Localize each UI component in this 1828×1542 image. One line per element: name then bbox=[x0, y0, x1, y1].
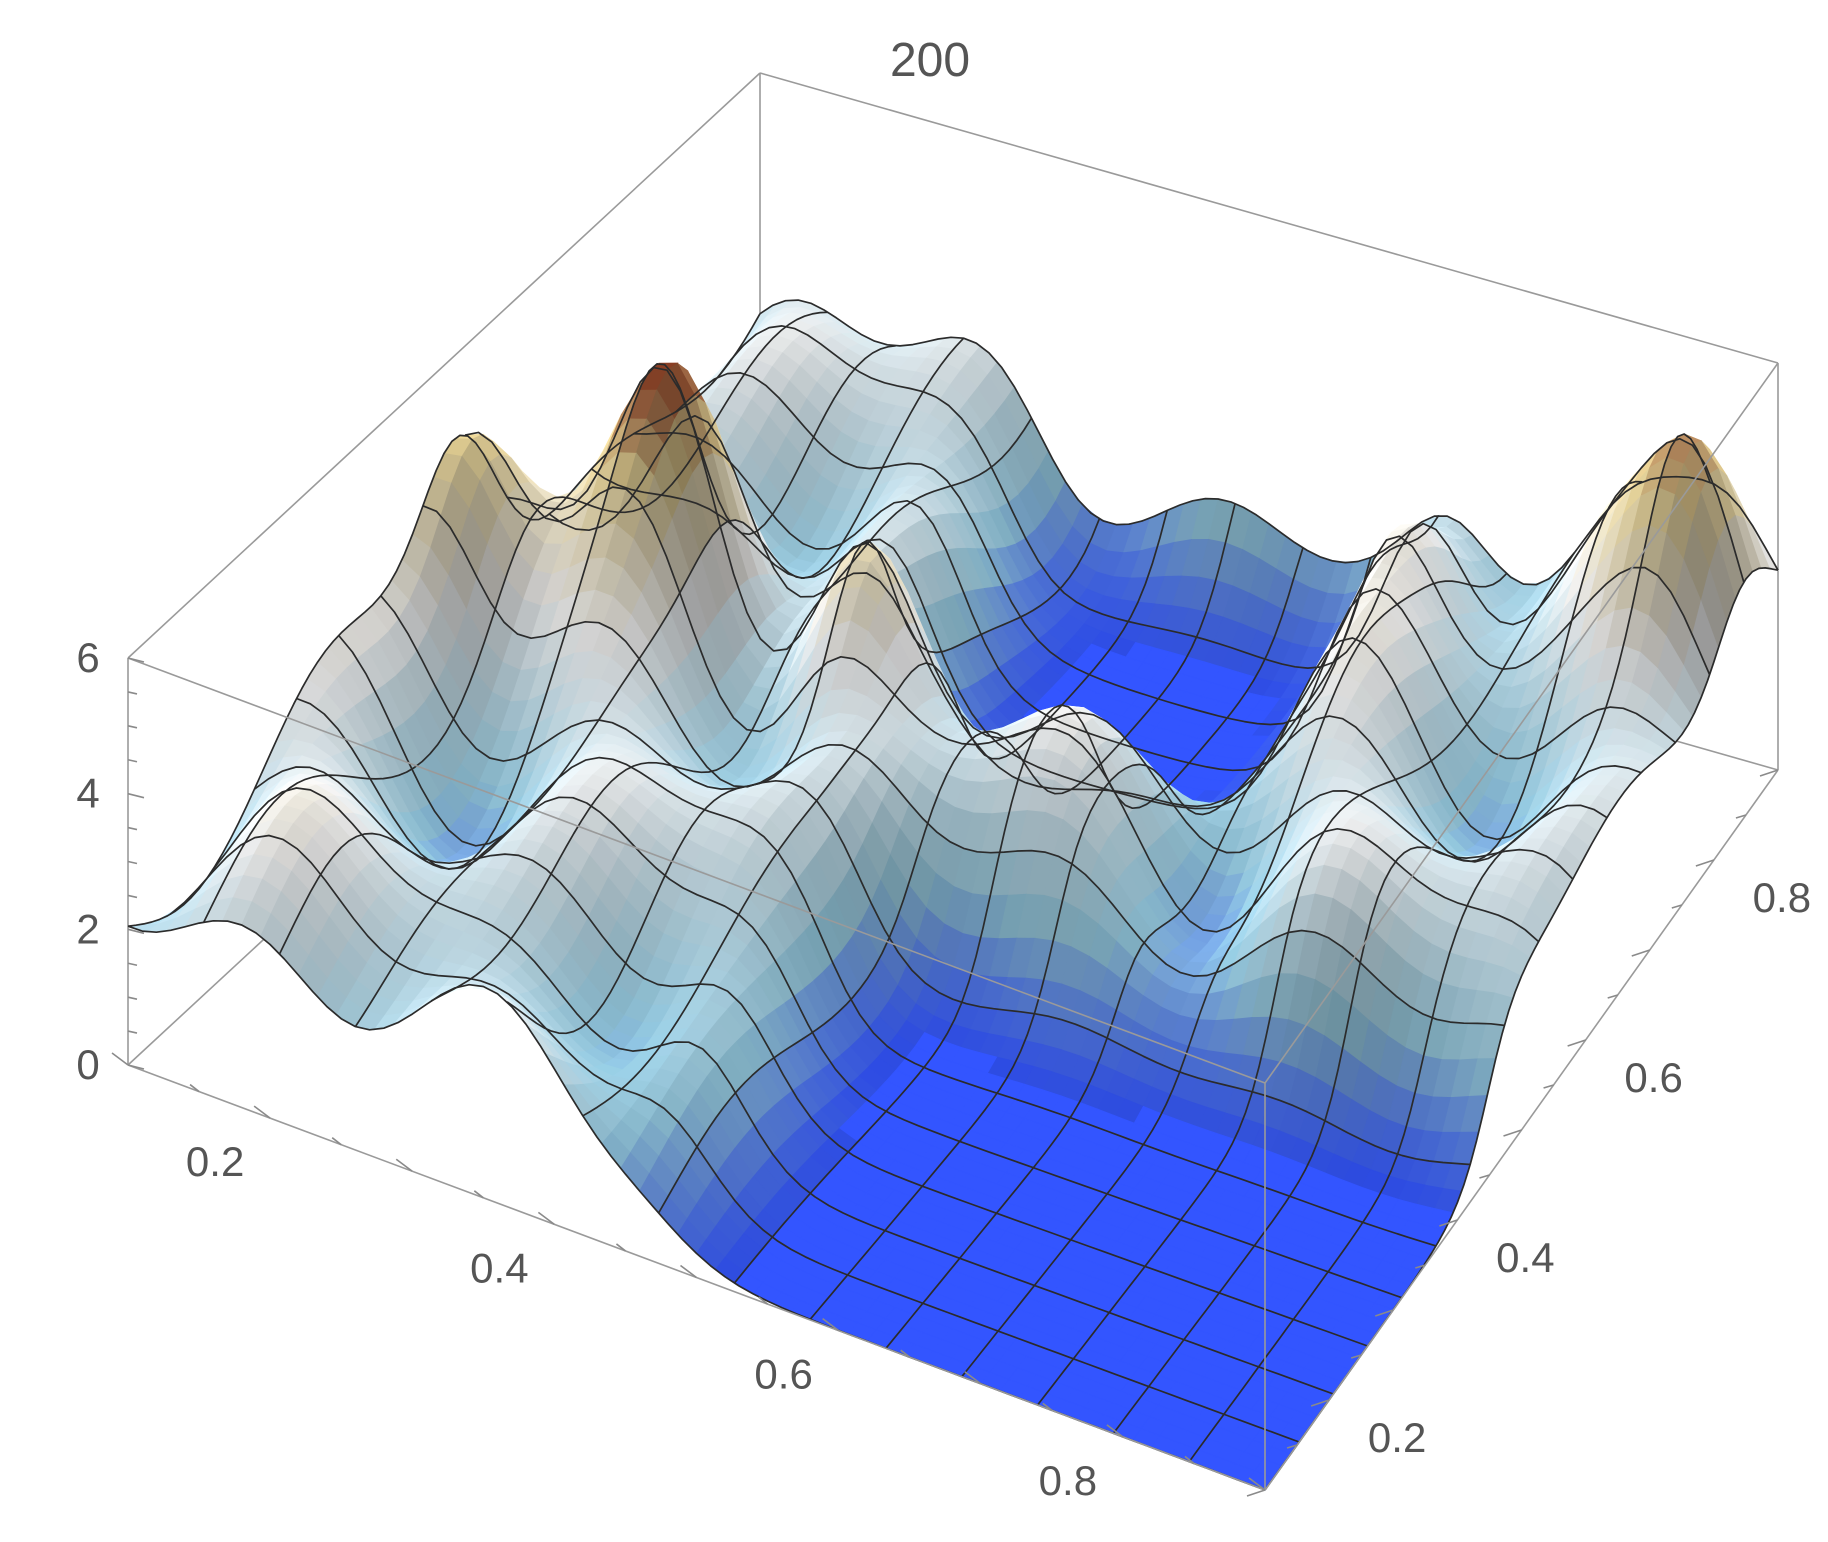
mesh-line-x bbox=[1112, 480, 1643, 1434]
z-tick bbox=[127, 792, 145, 799]
y-tick bbox=[1735, 814, 1747, 819]
y-tick bbox=[1415, 1264, 1426, 1269]
mesh-line-y bbox=[675, 372, 1711, 726]
x-tick bbox=[473, 1190, 484, 1199]
x-tick-label: 0.4 bbox=[470, 1244, 528, 1291]
y-tick bbox=[1439, 1219, 1458, 1227]
mesh-line-x bbox=[657, 503, 1236, 1214]
z-tick bbox=[127, 657, 145, 663]
z-tick bbox=[127, 826, 138, 831]
x-tick bbox=[1042, 1402, 1053, 1411]
mesh-line-x bbox=[582, 510, 1169, 1117]
chart-title: 200 bbox=[890, 34, 970, 87]
y-tick-label: 0.4 bbox=[1496, 1234, 1554, 1281]
mesh-line-x bbox=[430, 417, 1033, 1002]
x-tick bbox=[900, 1349, 911, 1358]
x-tick bbox=[964, 1371, 982, 1385]
z-tick-label: 6 bbox=[76, 634, 99, 681]
mesh-line-y bbox=[633, 431, 1676, 772]
z-tick bbox=[127, 758, 138, 763]
x-tick bbox=[822, 1317, 840, 1332]
box-top-front-edge-x bbox=[127, 657, 1266, 1084]
mesh-line-x bbox=[203, 311, 828, 923]
mesh-line-y bbox=[338, 634, 1437, 1247]
mesh-line-x bbox=[885, 514, 1440, 1349]
mesh-line-x bbox=[278, 344, 896, 955]
x-tick bbox=[1248, 1477, 1266, 1491]
mesh-line-x bbox=[354, 337, 965, 1028]
y-tick-label: 0.6 bbox=[1624, 1054, 1682, 1101]
mesh-line-y bbox=[464, 431, 1540, 943]
surface-mesh bbox=[127, 299, 1779, 1491]
surface bbox=[127, 299, 1779, 1491]
mesh-line-x bbox=[733, 547, 1304, 1284]
mesh-line-x bbox=[1188, 433, 1711, 1463]
mesh-line-y bbox=[717, 325, 1745, 669]
box-top-back-edge-x bbox=[759, 72, 1779, 364]
box-top-front-edge-y bbox=[1264, 362, 1779, 1084]
z-tick bbox=[127, 1064, 145, 1070]
y-tick bbox=[1246, 1489, 1266, 1497]
y-tick-label: 0.8 bbox=[1753, 874, 1811, 921]
z-tick bbox=[127, 894, 138, 899]
z-tick bbox=[127, 725, 138, 729]
y-tick bbox=[1631, 949, 1651, 957]
z-tick bbox=[127, 928, 145, 935]
y-tick bbox=[1286, 1444, 1298, 1449]
box-top-back-edge-y bbox=[127, 72, 761, 659]
mesh-line-y bbox=[759, 299, 1779, 586]
z-tick bbox=[127, 996, 138, 1000]
y-tick bbox=[1695, 859, 1715, 867]
x-tick-label: 0.6 bbox=[754, 1351, 812, 1398]
x-tick bbox=[537, 1211, 555, 1226]
z-tick-label: 4 bbox=[76, 770, 99, 817]
mesh-line-x bbox=[506, 518, 1101, 1035]
mesh-line-x bbox=[127, 313, 761, 928]
x-tick bbox=[758, 1296, 769, 1305]
axis-ticks bbox=[111, 657, 1779, 1497]
mesh-line-y bbox=[591, 468, 1642, 841]
z-tick bbox=[127, 962, 138, 967]
mesh-line-y bbox=[422, 505, 1505, 1027]
x-tick bbox=[1184, 1455, 1195, 1465]
mesh-line-y bbox=[253, 766, 1368, 1347]
z-tick-label: 0 bbox=[76, 1041, 99, 1088]
mesh-line-y bbox=[380, 595, 1471, 1166]
x-tick bbox=[615, 1243, 626, 1252]
mesh-line-y bbox=[296, 697, 1403, 1299]
x-tick bbox=[189, 1083, 200, 1093]
x-tick bbox=[111, 1052, 129, 1066]
y-tick bbox=[1543, 1084, 1554, 1089]
x-tick bbox=[395, 1158, 413, 1172]
y-tick bbox=[1503, 1129, 1522, 1137]
z-tick-label: 2 bbox=[76, 905, 99, 952]
y-tick bbox=[1759, 769, 1779, 777]
y-tick bbox=[1607, 994, 1618, 999]
z-tick bbox=[127, 860, 138, 865]
mesh-line-x bbox=[961, 573, 1508, 1378]
x-tick bbox=[680, 1264, 697, 1279]
x-tick bbox=[1106, 1424, 1124, 1438]
y-tick bbox=[1374, 1309, 1394, 1317]
z-tick bbox=[127, 1030, 138, 1034]
y-tick bbox=[1479, 1174, 1490, 1179]
z-tick bbox=[127, 691, 138, 695]
mesh-line-y bbox=[169, 834, 1300, 1443]
y-tick bbox=[1310, 1399, 1330, 1407]
mesh-line-y bbox=[548, 414, 1608, 863]
y-tick bbox=[1671, 904, 1683, 909]
mesh-line-y bbox=[211, 787, 1334, 1395]
mesh-line-x bbox=[1036, 552, 1576, 1406]
y-tick bbox=[1350, 1354, 1362, 1359]
x-tick bbox=[331, 1137, 342, 1146]
y-tick bbox=[1567, 1039, 1586, 1047]
x-tick bbox=[253, 1105, 271, 1119]
axis-tick-labels: 0.2 0.4 0.6 0.8 0.2 0.4 0.6 0.8 0 2 4 6 bbox=[76, 634, 1811, 1504]
x-tick-label: 0.8 bbox=[1039, 1457, 1097, 1504]
y-tick-label: 0.2 bbox=[1368, 1414, 1426, 1461]
x-tick-label: 0.2 bbox=[186, 1138, 244, 1185]
